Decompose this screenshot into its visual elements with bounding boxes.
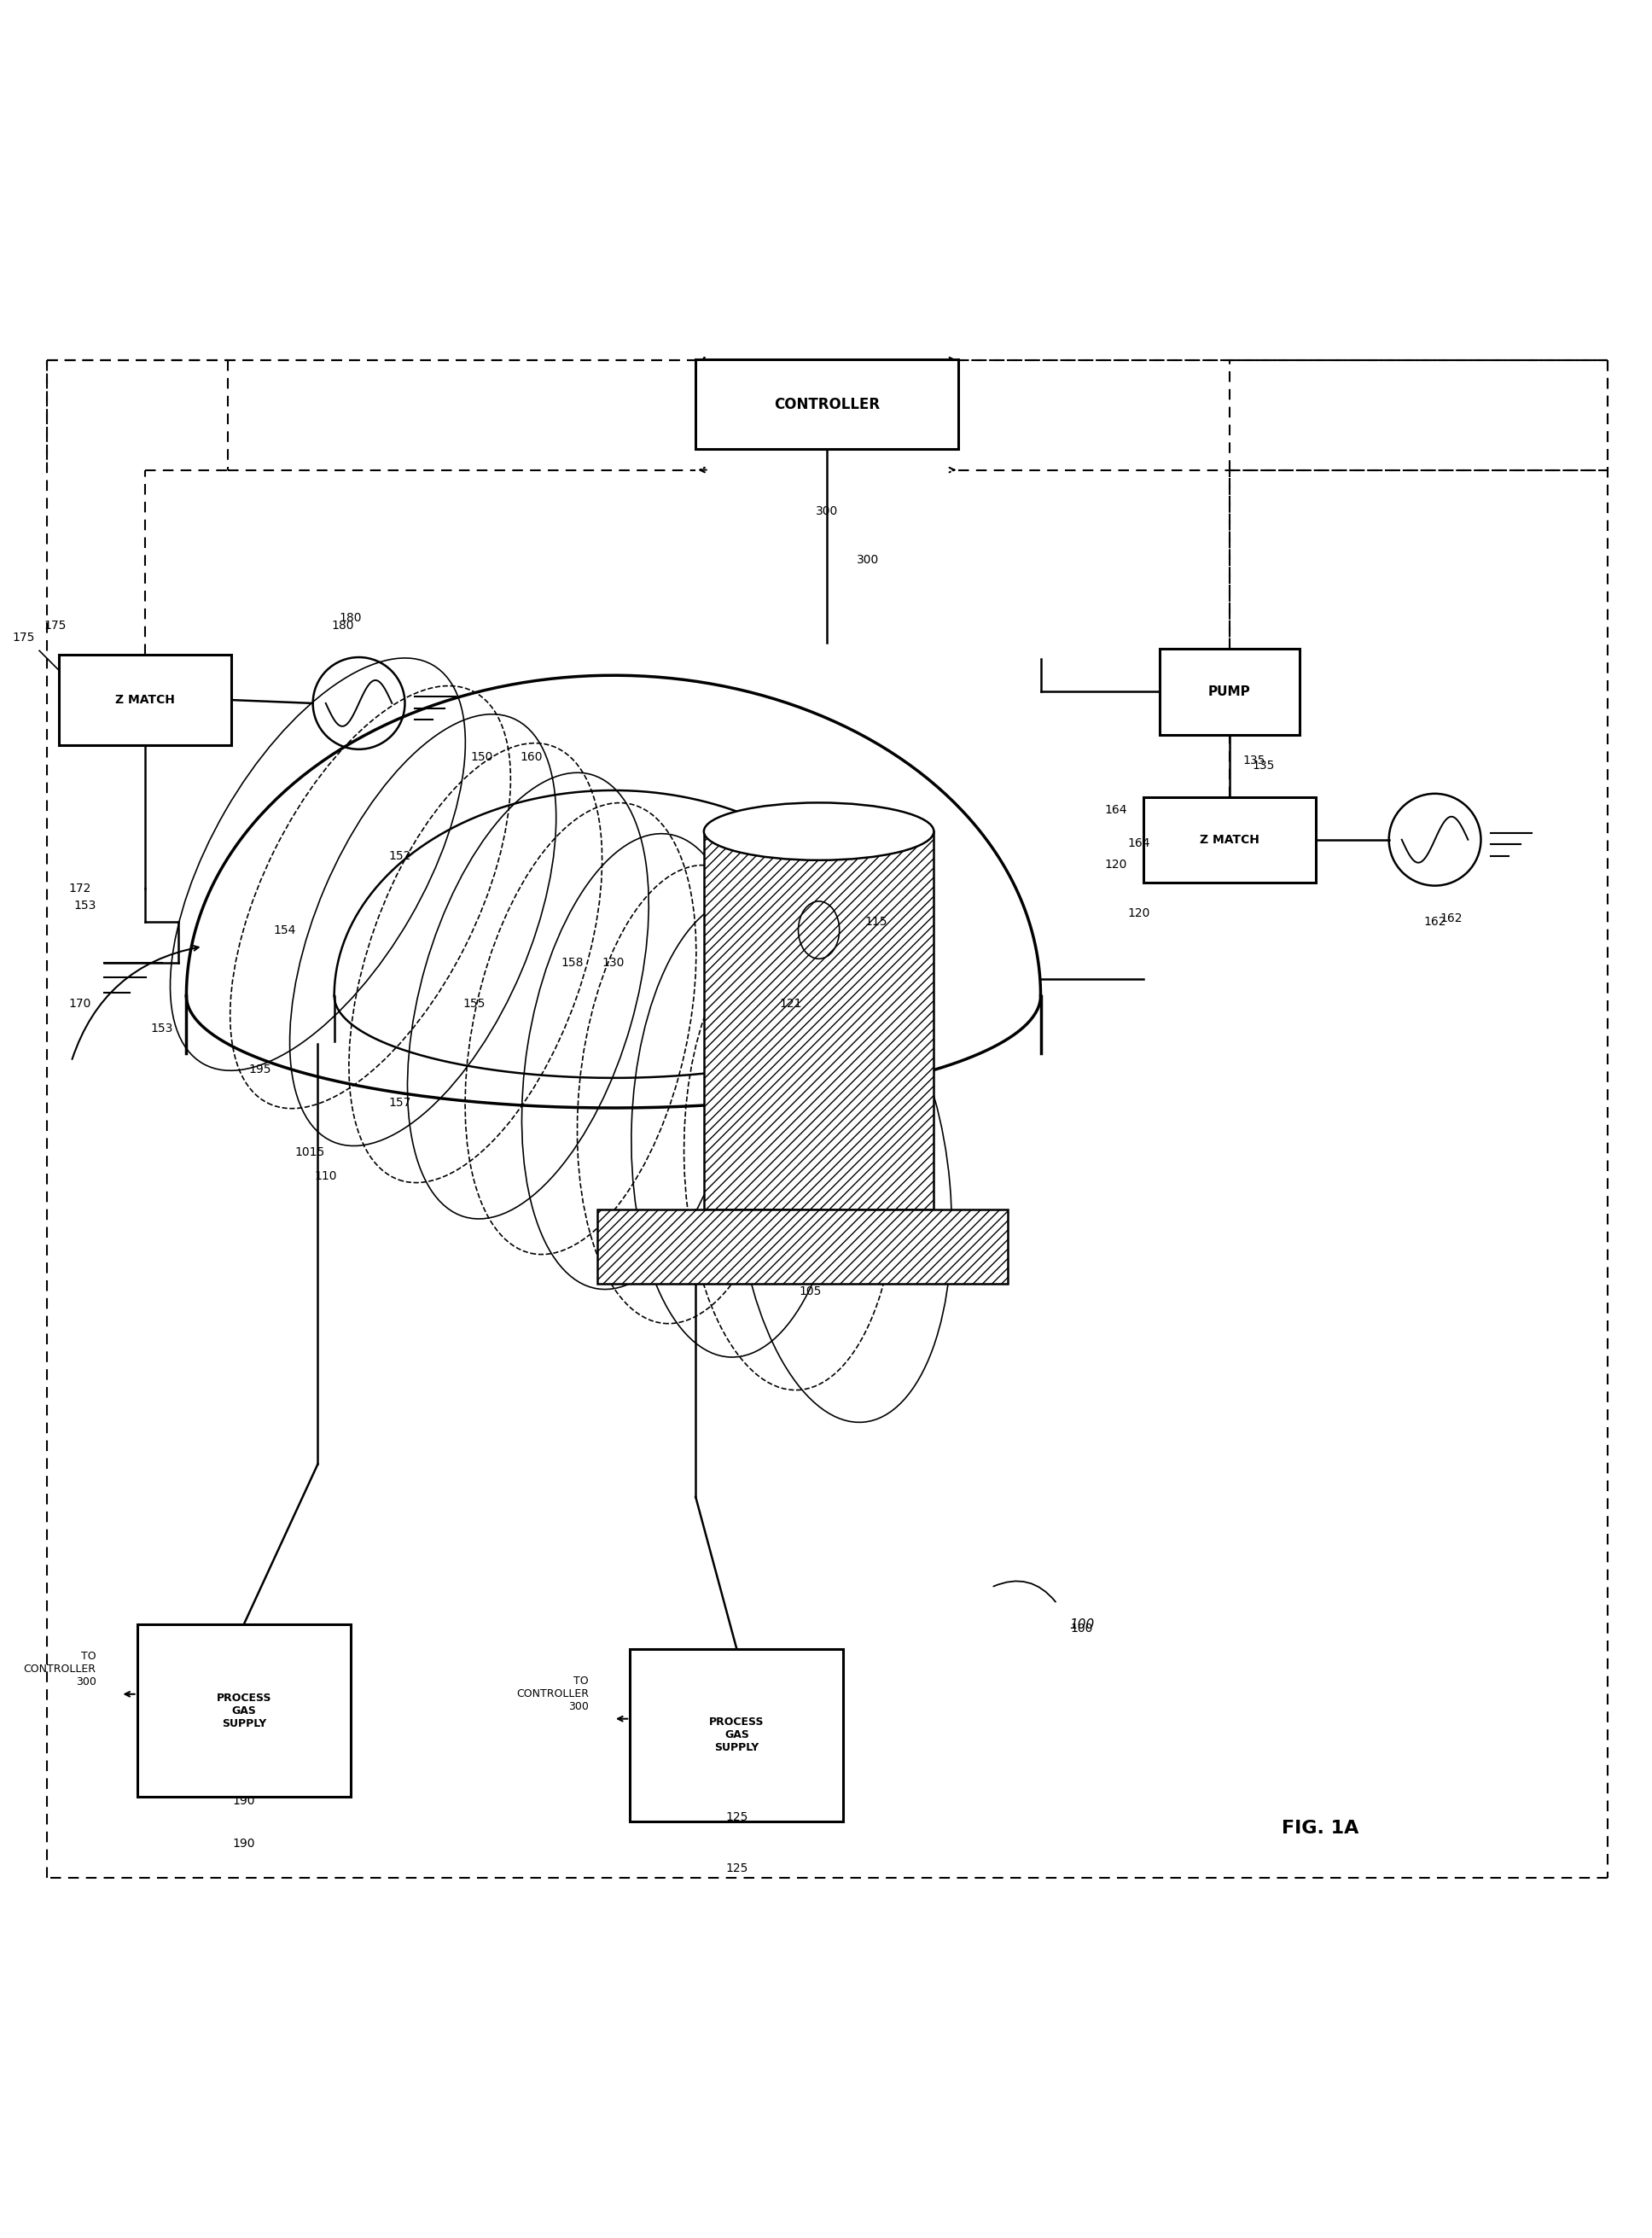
Text: 162: 162 <box>1424 915 1446 929</box>
Text: 160: 160 <box>520 752 542 763</box>
Text: TO
CONTROLLER
300: TO CONTROLLER 300 <box>23 1652 96 1687</box>
Text: 152: 152 <box>388 850 411 862</box>
Text: PUMP: PUMP <box>1208 685 1251 698</box>
Text: 180: 180 <box>330 620 354 631</box>
Text: 300: 300 <box>857 555 879 566</box>
Text: 158: 158 <box>562 958 583 969</box>
Text: TO
CONTROLLER
300: TO CONTROLLER 300 <box>517 1676 588 1712</box>
Ellipse shape <box>704 803 933 859</box>
Text: 175: 175 <box>12 631 35 645</box>
Text: 150: 150 <box>471 752 494 763</box>
Bar <box>1143 797 1315 882</box>
Text: 195: 195 <box>249 1063 271 1076</box>
Bar <box>704 833 933 1209</box>
Text: PROCESS
GAS
SUPPLY: PROCESS GAS SUPPLY <box>709 1717 765 1755</box>
Text: 162: 162 <box>1441 913 1462 924</box>
Bar <box>695 358 958 450</box>
Text: 125: 125 <box>725 1811 748 1824</box>
Text: 135: 135 <box>1242 754 1265 768</box>
Text: 157: 157 <box>388 1097 411 1108</box>
Text: 190: 190 <box>233 1837 254 1851</box>
Bar <box>59 656 231 745</box>
Text: FIG. 1A: FIG. 1A <box>1282 1819 1358 1837</box>
Text: 121: 121 <box>780 998 803 1009</box>
Text: Z MATCH: Z MATCH <box>1199 835 1259 846</box>
Text: 153: 153 <box>74 900 96 911</box>
Text: CONTROLLER: CONTROLLER <box>775 396 881 412</box>
Text: Z MATCH: Z MATCH <box>116 694 175 705</box>
Text: 115: 115 <box>866 915 887 929</box>
Text: 120: 120 <box>1104 859 1127 871</box>
Text: 130: 130 <box>603 958 624 969</box>
Text: 135: 135 <box>1252 759 1275 772</box>
Bar <box>137 1625 350 1797</box>
Bar <box>629 1649 844 1822</box>
Bar <box>596 1209 1008 1282</box>
Text: 175: 175 <box>43 620 66 631</box>
Text: 153: 153 <box>150 1023 173 1034</box>
Text: 154: 154 <box>274 924 296 935</box>
Text: 110: 110 <box>314 1170 337 1182</box>
Text: 164: 164 <box>1128 837 1150 848</box>
Text: 100: 100 <box>1069 1618 1094 1632</box>
Text: 170: 170 <box>68 998 91 1009</box>
Text: 172: 172 <box>68 884 91 895</box>
Text: 105: 105 <box>800 1285 823 1298</box>
Text: 1015: 1015 <box>294 1146 325 1157</box>
Text: PROCESS
GAS
SUPPLY: PROCESS GAS SUPPLY <box>216 1692 271 1730</box>
Bar <box>1160 649 1300 734</box>
Text: 300: 300 <box>816 506 838 517</box>
Text: 120: 120 <box>1128 909 1150 920</box>
Text: 125: 125 <box>725 1862 748 1875</box>
Text: 155: 155 <box>463 998 486 1009</box>
Text: 100: 100 <box>1070 1623 1094 1634</box>
Text: 190: 190 <box>233 1795 254 1806</box>
Text: 164: 164 <box>1104 803 1127 817</box>
Text: 180: 180 <box>339 611 362 624</box>
